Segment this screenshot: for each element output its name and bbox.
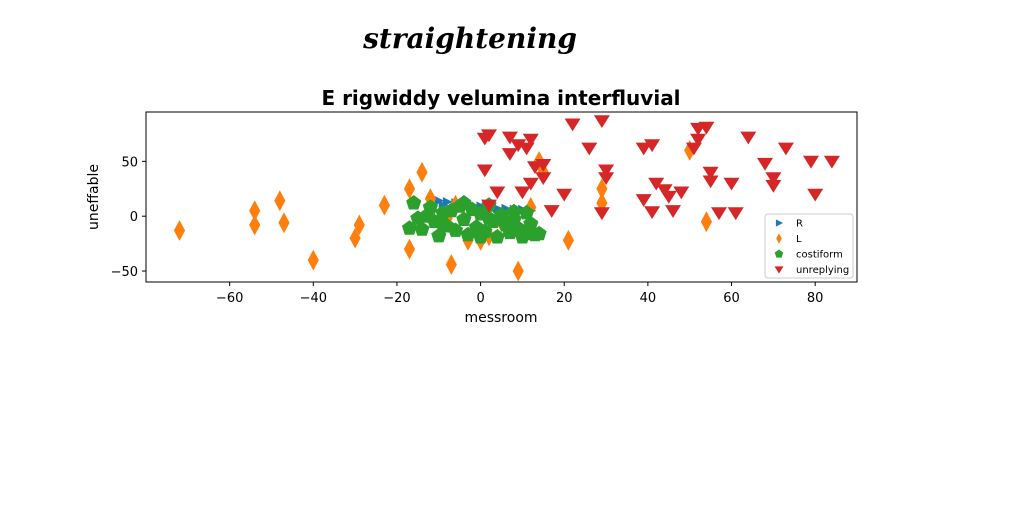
y-tick-label: 50 (121, 155, 138, 170)
point-L-8 (379, 195, 390, 216)
point-costiform-30 (406, 195, 421, 210)
data-marks (174, 115, 840, 281)
y-tick-label: 0 (130, 210, 138, 225)
legend-label-costiform: costiform (796, 250, 843, 261)
point-unreplying-42 (757, 158, 773, 171)
point-L-3 (274, 190, 285, 211)
y-axis: −50 0 50 (111, 155, 146, 280)
x-tick-label: 0 (476, 291, 484, 306)
point-L-25 (563, 230, 574, 251)
point-unreplying-29 (661, 191, 677, 204)
point-unreplying-4 (489, 187, 505, 200)
x-tick-label: −60 (216, 291, 243, 306)
point-unreplying-15 (544, 205, 560, 218)
point-unreplying-18 (581, 143, 597, 156)
legend-label-R: R (796, 219, 803, 230)
x-tick-label: 20 (556, 291, 573, 306)
legend-label-unreplying: unreplying (796, 265, 849, 276)
point-unreplying-30 (665, 205, 681, 218)
point-L-0 (174, 220, 185, 241)
point-unreplying-19 (594, 115, 610, 128)
point-L-11 (416, 162, 427, 183)
point-unreplying-16 (556, 189, 572, 202)
x-tick-label: 80 (807, 291, 824, 306)
point-L-21 (513, 261, 524, 282)
point-L-14 (446, 254, 457, 275)
point-unreplying-40 (728, 207, 744, 220)
point-unreplying-8 (514, 187, 530, 200)
x-tick-label: 60 (723, 291, 740, 306)
point-unreplying-47 (807, 189, 823, 202)
point-unreplying-38 (711, 207, 727, 220)
point-costiform-34 (456, 195, 471, 210)
point-unreplying-44 (765, 180, 781, 193)
point-L-2 (249, 215, 260, 236)
x-tick-label: −20 (383, 291, 410, 306)
point-L-5 (308, 250, 319, 271)
point-unreplying-31 (673, 187, 689, 200)
point-unreplying-46 (803, 156, 819, 169)
point-unreplying-39 (724, 178, 740, 191)
point-unreplying-41 (740, 132, 756, 145)
chart-title: E rigwiddy velumina interfluvial (321, 86, 680, 110)
point-L-4 (278, 212, 289, 233)
point-unreplying-9 (519, 143, 535, 156)
point-unreplying-48 (824, 156, 840, 169)
y-tick-label: −50 (111, 265, 138, 280)
point-unreplying-24 (636, 194, 652, 207)
point-unreplying-1 (477, 165, 493, 178)
point-L-29 (701, 211, 712, 232)
x-tick-label: 40 (640, 291, 657, 306)
point-unreplying-37 (703, 176, 719, 189)
point-unreplying-26 (644, 206, 660, 219)
y-axis-label: uneffable (86, 164, 102, 230)
point-unreplying-17 (565, 119, 581, 132)
x-axis: −60 −40 −20 0 20 40 60 80 (216, 282, 824, 306)
point-unreplying-6 (502, 148, 518, 161)
point-unreplying-45 (778, 143, 794, 156)
legend-label-L: L (796, 234, 802, 245)
x-tick-label: −40 (300, 291, 327, 306)
point-L-10 (404, 239, 415, 260)
point-unreplying-20 (594, 207, 610, 220)
x-axis-label: messroom (464, 310, 537, 326)
